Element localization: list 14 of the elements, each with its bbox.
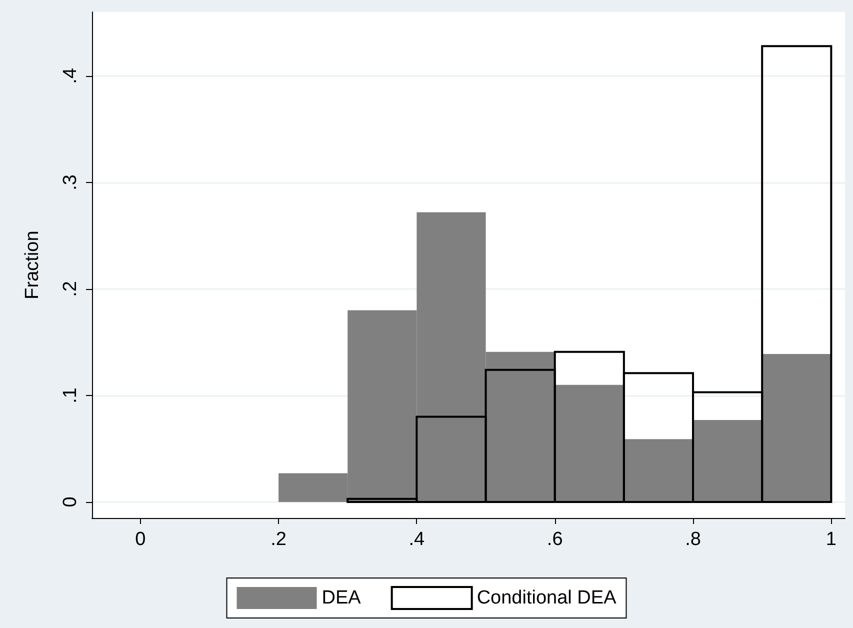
x-tick-label: .8	[685, 529, 701, 550]
x-tick-label: .4	[408, 529, 426, 550]
y-tick-label: .3	[60, 174, 81, 190]
legend-label: DEA	[322, 588, 362, 608]
x-tick-label: 0	[135, 529, 146, 550]
y-axis-title: Fraction	[22, 230, 43, 300]
x-tick-label: .2	[270, 529, 286, 550]
y-tick-label: .4	[60, 68, 81, 84]
x-tick-label: 1	[826, 529, 836, 550]
x-tick-label: .6	[546, 529, 563, 550]
y-tick-label: .2	[60, 281, 81, 297]
legend-label: Conditional DEA	[476, 588, 617, 608]
y-tick-label: .1	[60, 388, 81, 404]
y-tick-label: 0	[60, 496, 81, 508]
